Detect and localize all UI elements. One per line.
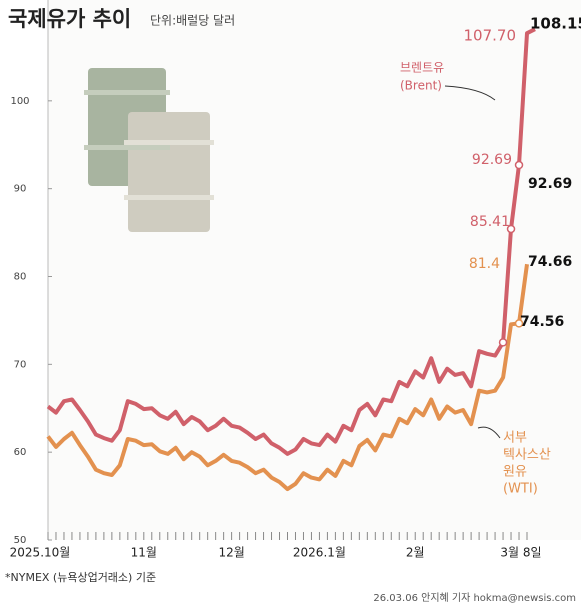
- pointer: [444, 85, 496, 101]
- series-label: 브렌트유: [400, 61, 444, 75]
- point-marker: [514, 160, 524, 170]
- annotation: 74.56: [520, 314, 564, 330]
- series-line: [46, 263, 529, 492]
- annotation: 92.69: [472, 152, 512, 168]
- series-label-line: 텍사스산: [503, 448, 551, 463]
- point-marker: [514, 319, 524, 328]
- y-tick-label: 60: [14, 447, 27, 458]
- y-tick-label: 70: [14, 359, 27, 370]
- annotation: 85.41: [470, 214, 510, 230]
- annotation: 108.15: [530, 15, 581, 33]
- chart-subtitle: 단위:배럴당 달러: [150, 14, 235, 28]
- annotation: 81.4: [469, 256, 500, 272]
- x-tick-label: 2026.1월: [293, 546, 346, 560]
- annotation: 92.69: [528, 176, 572, 192]
- pointer: [477, 426, 501, 439]
- y-tick-label: 80: [14, 272, 27, 283]
- series-label-line: 원유: [503, 465, 527, 480]
- y-tick-label: 100: [10, 96, 29, 107]
- y-tick-label: 90: [14, 184, 27, 195]
- barrels: [84, 68, 214, 232]
- point-marker: [498, 338, 508, 347]
- x-tick-label: 12월: [218, 546, 244, 560]
- x-tick-label: 3월 8일: [500, 546, 541, 560]
- series-line: [46, 27, 536, 456]
- series-label-line: 서부: [503, 431, 527, 446]
- point-marker: [506, 224, 516, 234]
- series-label: (Brent): [400, 79, 442, 93]
- x-tick-label: 11월: [131, 546, 157, 560]
- credit: 26.03.06 안지혜 기자 hokma@newsis.com: [373, 592, 576, 604]
- annotation: 74.66: [528, 254, 572, 270]
- x-tick-label: 2월: [406, 546, 425, 560]
- series-label: (WTI): [503, 482, 538, 497]
- footnote: *NYMEX (뉴욕상업거래소) 기준: [5, 571, 156, 584]
- x-tick-label: 2025.10월: [10, 546, 71, 560]
- annotation: 107.70: [464, 27, 517, 45]
- y-tick-label: 50: [14, 535, 27, 546]
- chart-title: 국제유가 추이: [8, 7, 131, 31]
